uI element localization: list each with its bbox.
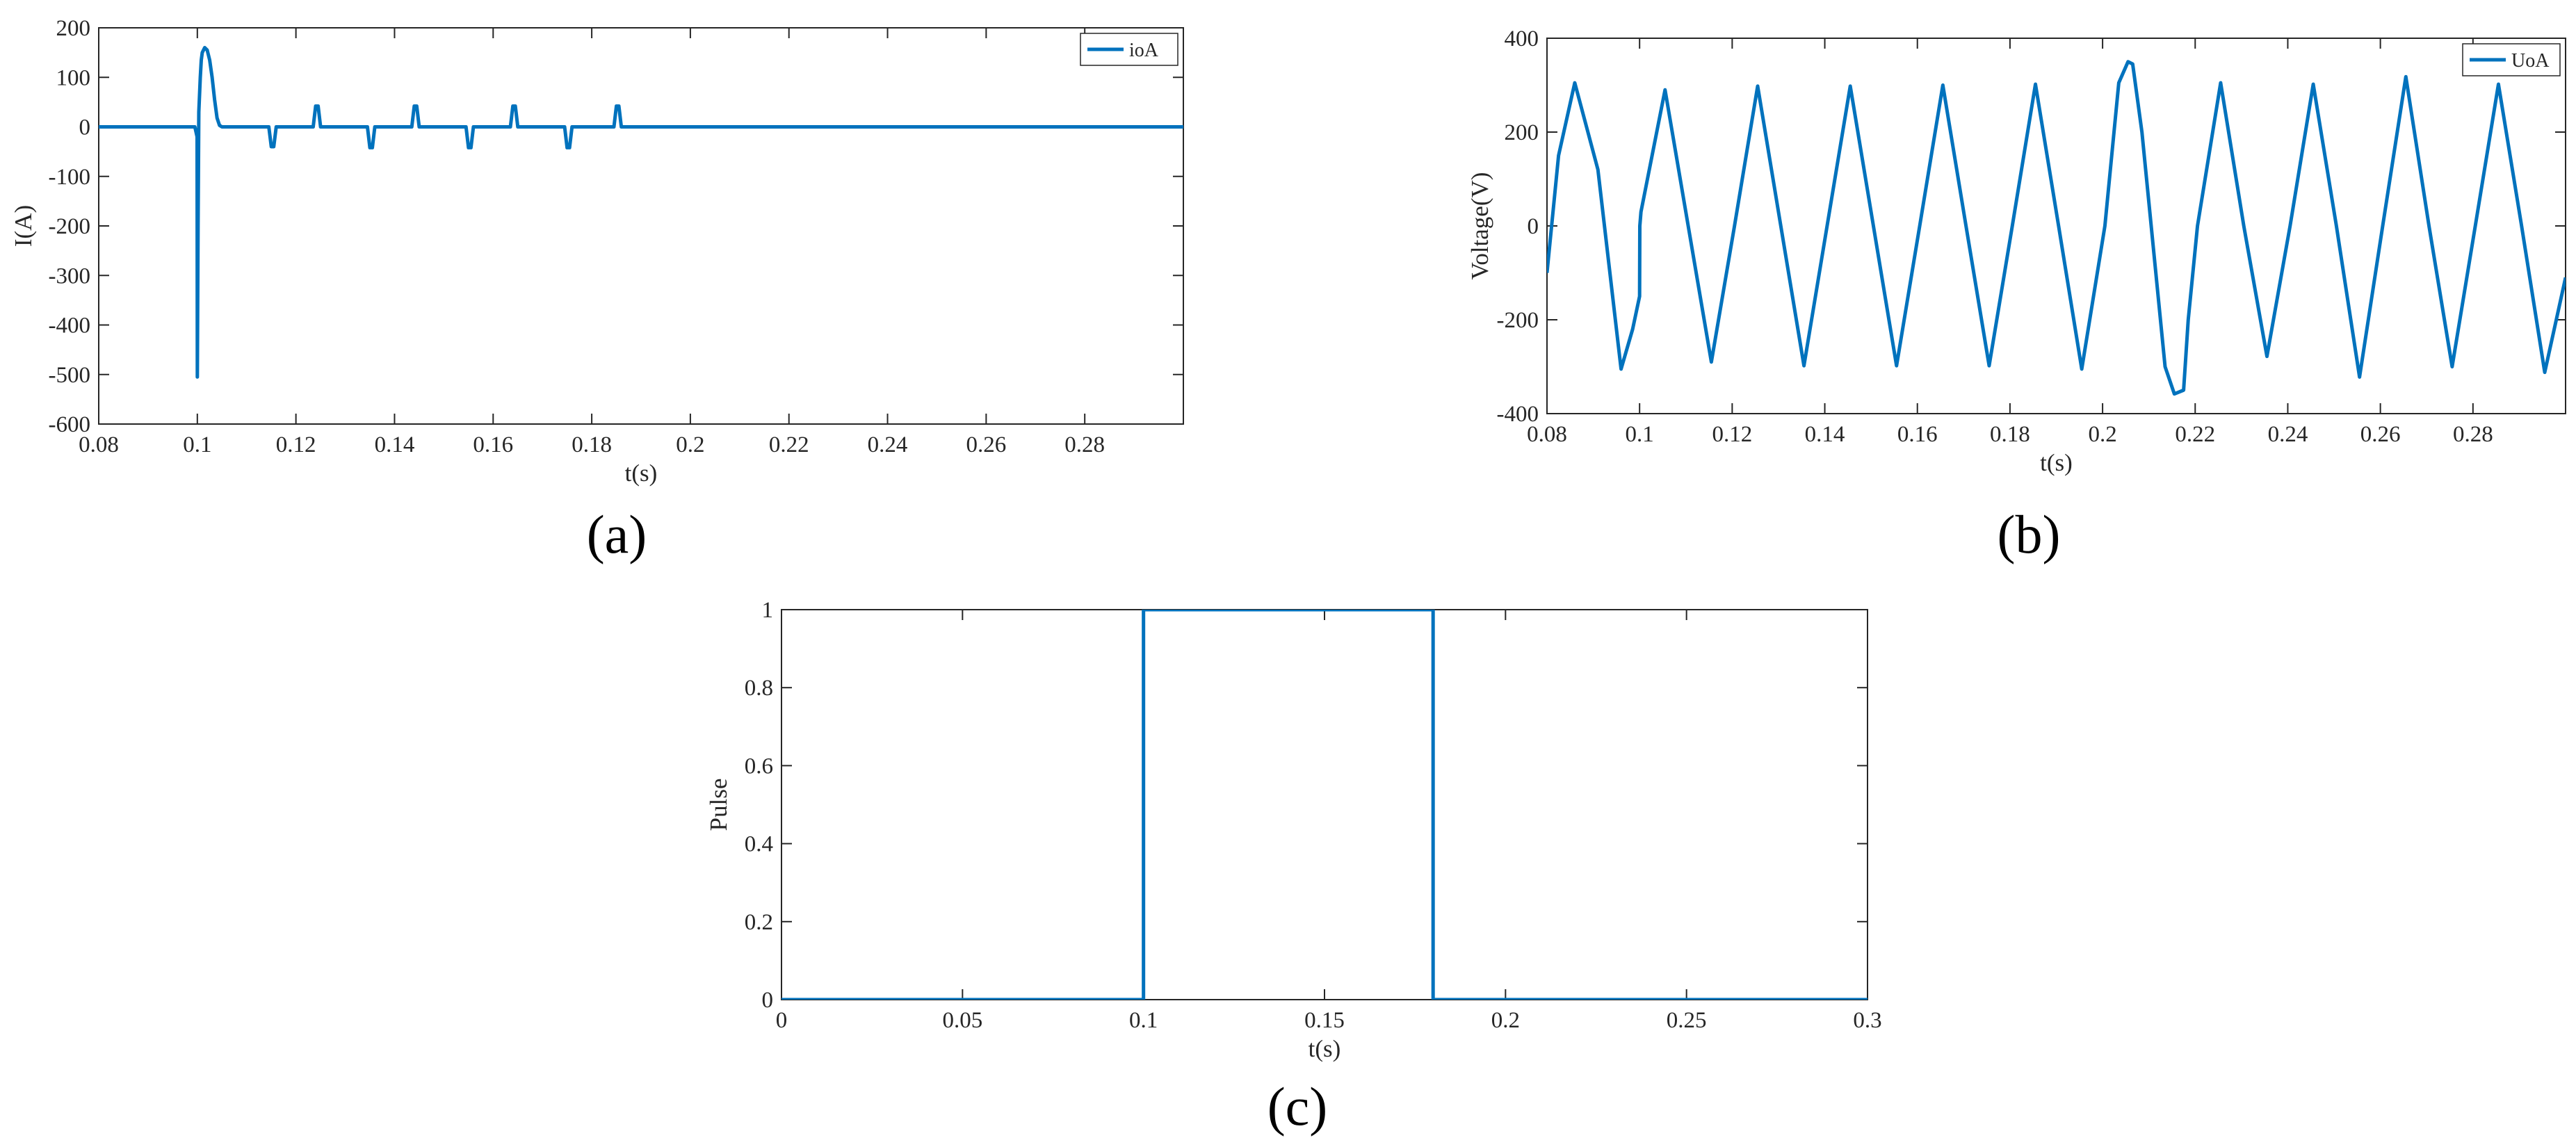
x-tick-label: 0.28 [1064, 432, 1105, 457]
x-tick-label: 0.3 [1853, 1008, 1881, 1033]
x-tick-label: 0.16 [473, 432, 513, 457]
x-tick-label: 0.24 [868, 432, 908, 457]
y-axis-label: Pulse [705, 779, 732, 831]
y-tick-label: 200 [56, 16, 91, 41]
y-tick-label: 200 [1505, 120, 1539, 145]
x-tick-label: 0.22 [2175, 422, 2215, 447]
x-tick-label: 0.22 [769, 432, 809, 457]
x-tick-label: 0.12 [1712, 422, 1752, 447]
y-tick-label: -200 [1497, 308, 1539, 333]
panel-a-caption: (a) [587, 504, 647, 564]
y-tick-label: 0 [762, 988, 774, 1013]
legend-label: UoA [2511, 50, 2550, 72]
y-axis-label: Voltage(V) [1466, 172, 1493, 280]
x-tick-label: 0.25 [1667, 1008, 1707, 1033]
y-tick-label: -200 [49, 214, 91, 239]
x-tick-label: 0.18 [572, 432, 612, 457]
y-tick-label: 0.6 [745, 754, 773, 779]
y-tick-label: 0.2 [745, 910, 773, 935]
x-tick-label: 0.26 [966, 432, 1006, 457]
legend-label: ioA [1129, 40, 1159, 61]
x-tick-label: 0.08 [1527, 422, 1567, 447]
x-tick-label: 0.24 [2268, 422, 2308, 447]
legend-box [2462, 43, 2561, 76]
panel-c-caption: (c) [1267, 1076, 1328, 1137]
chart-c-pulse: 0 0.05 0.1 0.15 0.2 0.25 0.3 0 0.2 0.4 0.6 0.8 1 t(s)… [705, 598, 1882, 1062]
y-tick-label: 100 [56, 65, 91, 90]
x-tick-label: 0.08 [79, 432, 119, 457]
x-tick-label: 0.2 [676, 432, 704, 457]
x-tick-label: 0 [776, 1008, 788, 1033]
panel-b-caption: (b) [1998, 504, 2061, 564]
x-axis-label: t(s) [2040, 449, 2073, 476]
x-tick-label: 0.26 [2360, 422, 2401, 447]
y-tick-label: 0 [79, 115, 91, 140]
x-tick-label: 0.12 [276, 432, 316, 457]
x-tick-label: 0.18 [1990, 422, 2030, 447]
y-tick-label: -600 [49, 412, 91, 437]
x-tick-label: 0.14 [1805, 422, 1845, 447]
x-tick-label: 0.14 [375, 432, 415, 457]
y-tick-label: -500 [49, 363, 91, 388]
series-line-ioA [99, 46, 1183, 379]
chart-b-voltage: 0.08 0.1 0.12 0.14 0.16 0.18 0.2 0.22 0.24 0.26 0.… [1466, 26, 2566, 476]
y-tick-label: 0.4 [745, 832, 773, 857]
x-tick-label: 0.1 [183, 432, 211, 457]
x-tick-label: 0.16 [1897, 422, 1938, 447]
x-tick-label: 0.05 [942, 1008, 982, 1033]
x-tick-label: 0.1 [1129, 1008, 1158, 1033]
x-tick-label: 0.1 [1626, 422, 1654, 447]
chart-a-current: 0.08 0.1 0.12 0.14 0.16 0.18 0.2 0.22 0.24 0.26 0.… [10, 16, 1184, 487]
x-axis-label: t(s) [1309, 1035, 1341, 1062]
y-tick-label: 0.8 [745, 676, 773, 701]
y-tick-label: 1 [762, 598, 774, 623]
series-line-UoA [1547, 60, 2566, 396]
y-tick-label: 400 [1505, 26, 1539, 51]
x-tick-label: 0.28 [2453, 422, 2493, 447]
y-tick-label: -400 [49, 314, 91, 339]
y-tick-label: 0 [1528, 214, 1539, 239]
y-tick-label: -400 [1497, 402, 1539, 427]
y-axis-label: I(A) [10, 205, 37, 247]
x-tick-label: 0.2 [1491, 1008, 1520, 1033]
x-tick-label: 0.15 [1304, 1008, 1345, 1033]
y-tick-label: -300 [49, 263, 91, 288]
x-tick-label: 0.2 [2088, 422, 2116, 447]
x-axis-label: t(s) [625, 459, 658, 487]
y-tick-label: -100 [49, 165, 91, 190]
